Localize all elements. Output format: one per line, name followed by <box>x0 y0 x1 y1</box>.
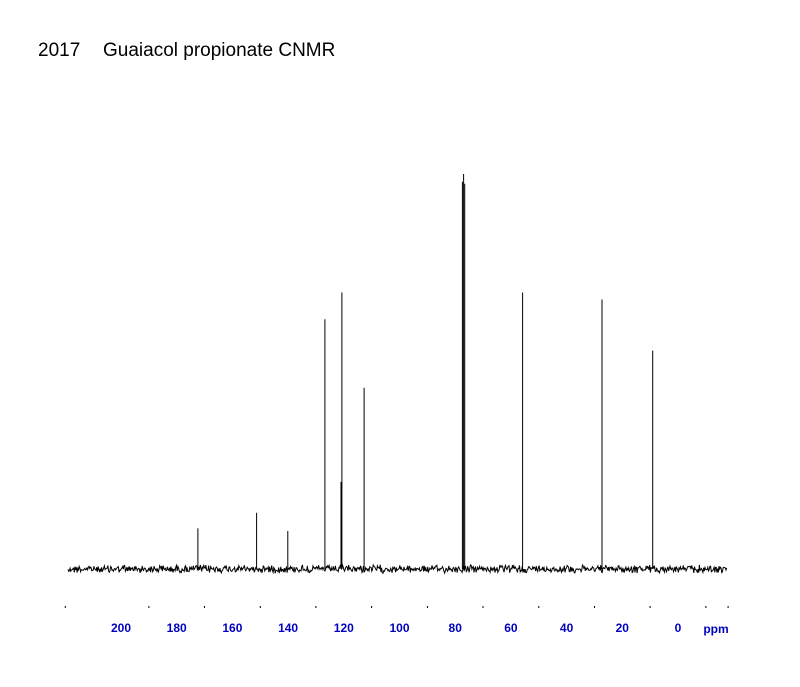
x-axis-minor-tick <box>259 606 261 608</box>
chart-title: Guaiacol propionate CNMR <box>103 40 335 61</box>
x-axis-tick-label: 120 <box>334 621 354 635</box>
x-axis-label: ppm <box>703 622 728 636</box>
x-axis-tick-label: 160 <box>222 621 242 635</box>
x-axis-minor-tick <box>371 606 373 608</box>
x-axis-tick-label: 140 <box>278 621 298 635</box>
x-axis-tick-label: 200 <box>111 621 131 635</box>
x-axis-minor-tick <box>482 606 484 608</box>
x-axis-tick-label: 40 <box>560 621 574 635</box>
x-axis-tick-label: 20 <box>616 621 630 635</box>
x-axis-minor-tick <box>426 606 428 608</box>
spectrum-peaks <box>197 174 654 569</box>
x-axis-minor-tick <box>148 606 150 608</box>
x-axis-minor-tick <box>538 606 540 608</box>
x-axis-minor-tick <box>204 606 205 608</box>
x-axis-minor-tick <box>315 606 317 608</box>
x-axis-tick-label: 0 <box>675 621 682 635</box>
x-axis-tick-label: 80 <box>449 621 463 635</box>
x-axis-minor-ticks <box>64 606 729 608</box>
x-axis-tick-label: 180 <box>167 621 187 635</box>
x-axis-minor-tick <box>594 606 595 608</box>
x-axis-minor-tick <box>705 606 707 608</box>
chart-title-number: 2017 <box>38 40 80 61</box>
x-axis-minor-tick <box>649 606 651 608</box>
x-axis-minor-tick <box>64 606 66 608</box>
x-axis-minor-tick <box>727 606 729 608</box>
x-axis-tick-label: 100 <box>389 621 409 635</box>
x-axis-tick-labels: 200 180 160 140 120 100 80 60 40 20 0 <box>111 621 682 635</box>
spectrum-baseline-noise <box>67 562 728 575</box>
x-axis-tick-label: 60 <box>504 621 518 635</box>
